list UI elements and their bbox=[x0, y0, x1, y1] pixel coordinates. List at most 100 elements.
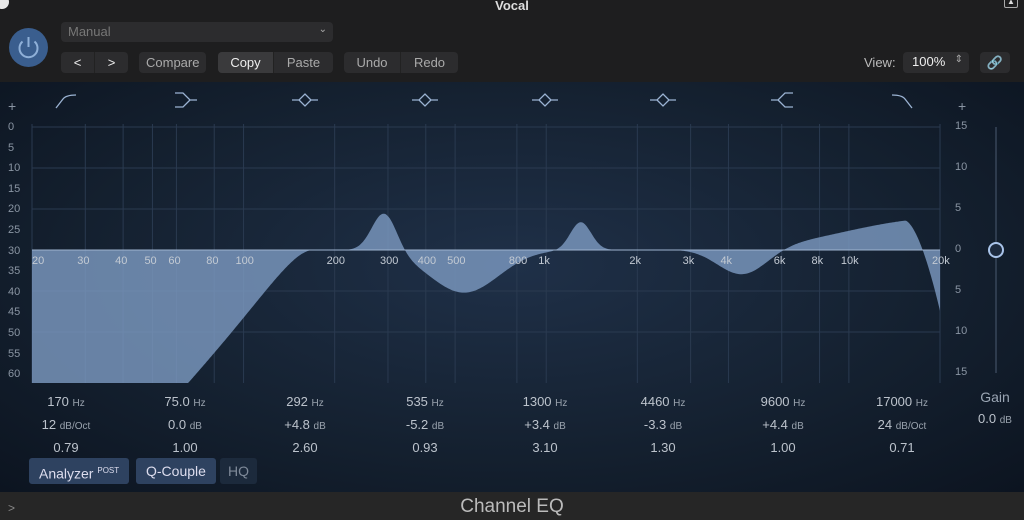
analyzer-scale-label: 10 bbox=[8, 162, 21, 175]
freq-label: 60 bbox=[168, 255, 181, 267]
chevron-down-icon: ⌄ bbox=[318, 24, 327, 35]
expand-window-icon[interactable]: ▲ bbox=[1004, 0, 1018, 8]
high-shelf-band-icon[interactable] bbox=[771, 92, 793, 108]
post-badge[interactable]: POST bbox=[97, 466, 120, 475]
band-gain[interactable]: -5.2 dB bbox=[405, 417, 445, 432]
gain-label: Gain bbox=[980, 389, 1010, 405]
freq-label: 50 bbox=[144, 255, 157, 267]
previous-preset-button[interactable]: < bbox=[61, 52, 95, 73]
plugin-header: Vocal ▲ Manual ⌄ < > Compare Copy Paste U… bbox=[0, 0, 1024, 82]
band-q[interactable]: 3.10 bbox=[532, 440, 558, 455]
analyzer-button[interactable]: Analyzer POST bbox=[29, 458, 130, 484]
analyzer-scale-label: 50 bbox=[8, 327, 21, 339]
band-q[interactable]: 0.79 bbox=[53, 440, 79, 455]
next-preset-button[interactable]: > bbox=[107, 55, 116, 70]
preset-nav-group: < > bbox=[61, 52, 128, 73]
analyzer-scale-label: 0 bbox=[8, 121, 15, 133]
compare-button[interactable]: Compare bbox=[146, 55, 200, 70]
window-close-button[interactable] bbox=[0, 0, 9, 9]
bell-band-icon[interactable] bbox=[292, 93, 318, 107]
band-parameters[interactable]: 9600 Hz +4.4 dB 1.00 bbox=[728, 391, 838, 458]
add-band-plus-icon[interactable]: + bbox=[8, 98, 17, 114]
freq-label: 20 bbox=[32, 255, 45, 267]
gain-value[interactable]: 0.0 dB bbox=[978, 411, 1012, 426]
band-parameters[interactable]: 170 Hz 12 dB/Oct 0.79 bbox=[11, 391, 121, 458]
undo-redo-group: Undo Redo bbox=[344, 52, 458, 73]
power-button[interactable] bbox=[9, 28, 48, 67]
gain-scale-label: 10 bbox=[955, 161, 968, 173]
preset-dropdown[interactable]: Manual ⌄ bbox=[61, 22, 333, 42]
bell-band-icon[interactable] bbox=[532, 93, 558, 107]
up-down-icon: ⇕ bbox=[954, 54, 963, 65]
band-frequency[interactable]: 4460 Hz bbox=[640, 394, 686, 409]
view-zoom-stepper[interactable]: 100% ⇕ bbox=[903, 52, 969, 73]
freq-label: 1k bbox=[538, 255, 550, 267]
gain-scale-label: 10 bbox=[955, 325, 968, 337]
analyzer-scale-label: 5 bbox=[8, 141, 15, 154]
analyzer-scale-label: 55 bbox=[8, 347, 21, 360]
eq-graph[interactable] bbox=[0, 0, 1024, 492]
gain-scale-label: 15 bbox=[955, 366, 968, 378]
chevron-right-icon[interactable]: > bbox=[8, 501, 16, 515]
freq-label: 500 bbox=[447, 255, 466, 267]
analyzer-scale-label: 15 bbox=[8, 182, 21, 195]
freq-label: 10k bbox=[840, 255, 859, 267]
band-q[interactable]: 1.30 bbox=[650, 440, 676, 455]
plugin-footer: > Channel EQ bbox=[0, 492, 1024, 520]
band-gain[interactable]: 12 dB/Oct bbox=[41, 417, 91, 432]
analyzer-scale-label: 60 bbox=[8, 368, 21, 381]
freq-label: 4k bbox=[720, 255, 733, 267]
band-gain[interactable]: 24 dB/Oct bbox=[877, 417, 927, 432]
low-cut-band-icon[interactable] bbox=[55, 94, 77, 109]
band-gain[interactable]: +4.8 dB bbox=[284, 417, 326, 432]
freq-label: 2k bbox=[629, 255, 641, 267]
freq-label: 30 bbox=[77, 255, 90, 267]
band-gain[interactable]: 0.0 dB bbox=[168, 417, 202, 432]
gain-slider-handle[interactable] bbox=[988, 242, 1004, 258]
band-frequency[interactable]: 170 Hz bbox=[47, 394, 85, 409]
band-q[interactable]: 1.00 bbox=[172, 440, 198, 455]
bell-band-icon[interactable] bbox=[650, 93, 676, 107]
band-parameters[interactable]: 75.0 Hz 0.0 dB 1.00 bbox=[130, 391, 240, 458]
band-q[interactable]: 1.00 bbox=[770, 440, 796, 455]
analyzer-label: Analyzer bbox=[39, 465, 94, 482]
band-q[interactable]: 0.71 bbox=[889, 440, 915, 455]
band-gain[interactable]: -3.3 dB bbox=[643, 417, 683, 432]
band-gain[interactable]: +4.4 dB bbox=[762, 417, 804, 432]
band-frequency[interactable]: 9600 Hz bbox=[760, 394, 806, 409]
undo-button[interactable]: Undo bbox=[344, 52, 401, 73]
bell-band-icon[interactable] bbox=[412, 93, 438, 107]
gain-scale-label: 15 bbox=[955, 120, 968, 132]
hq-button[interactable]: HQ bbox=[220, 458, 257, 484]
window-title: Vocal bbox=[495, 0, 529, 13]
band-frequency[interactable]: 75.0 Hz bbox=[164, 394, 206, 409]
band-frequency[interactable]: 292 Hz bbox=[286, 394, 324, 409]
redo-button[interactable]: Redo bbox=[413, 55, 446, 70]
band-frequency[interactable]: 17000 Hz bbox=[875, 394, 928, 409]
analyzer-scale-label: 30 bbox=[8, 244, 21, 257]
band-frequency[interactable]: 1300 Hz bbox=[522, 394, 568, 409]
copy-button[interactable]: Copy bbox=[218, 52, 274, 73]
analyzer-scale-label: 45 bbox=[8, 306, 21, 319]
freq-label: 20k bbox=[932, 255, 950, 267]
low-shelf-band-icon[interactable] bbox=[175, 92, 197, 108]
paste-button[interactable]: Paste bbox=[286, 55, 321, 70]
band-q[interactable]: 0.93 bbox=[412, 440, 438, 455]
gain-readout[interactable]: Gain 0.0 dB bbox=[940, 387, 1024, 431]
link-button[interactable]: 🔗 bbox=[980, 52, 1010, 73]
plugin-name: Channel EQ bbox=[460, 496, 564, 517]
freq-label: 300 bbox=[379, 255, 399, 267]
band-gain[interactable]: +3.4 dB bbox=[524, 417, 566, 432]
band-parameters[interactable]: 4460 Hz -3.3 dB 1.30 bbox=[608, 391, 718, 458]
band-parameters[interactable]: 535 Hz -5.2 dB 0.93 bbox=[370, 391, 480, 458]
band-parameters[interactable]: 292 Hz +4.8 dB 2.60 bbox=[250, 391, 360, 458]
add-band-plus-icon[interactable]: + bbox=[958, 98, 967, 114]
band-q[interactable]: 2.60 bbox=[292, 440, 318, 455]
view-label: View: bbox=[864, 55, 896, 70]
q-couple-button[interactable]: Q-Couple bbox=[136, 458, 216, 484]
band-parameters[interactable]: 1300 Hz +3.4 dB 3.10 bbox=[490, 391, 600, 458]
high-cut-band-icon[interactable] bbox=[891, 94, 913, 109]
band-frequency[interactable]: 535 Hz bbox=[406, 394, 444, 409]
band-parameters[interactable]: 17000 Hz 24 dB/Oct 0.71 bbox=[847, 391, 957, 458]
view-value: 100% bbox=[912, 54, 946, 69]
